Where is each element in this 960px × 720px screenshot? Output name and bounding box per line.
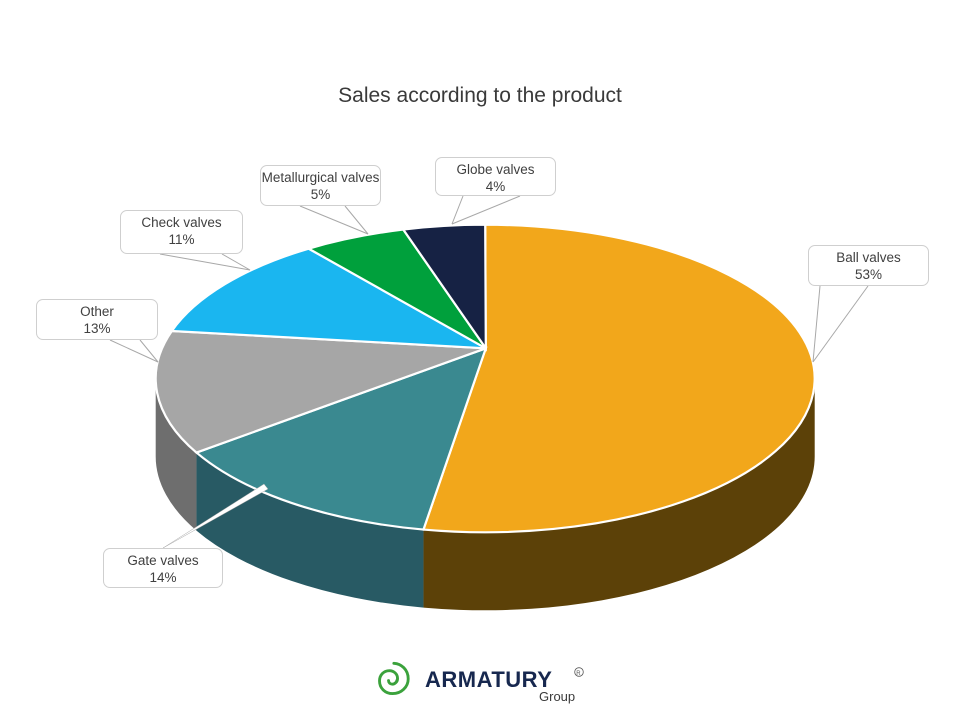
svg-text:R: R: [576, 671, 581, 677]
